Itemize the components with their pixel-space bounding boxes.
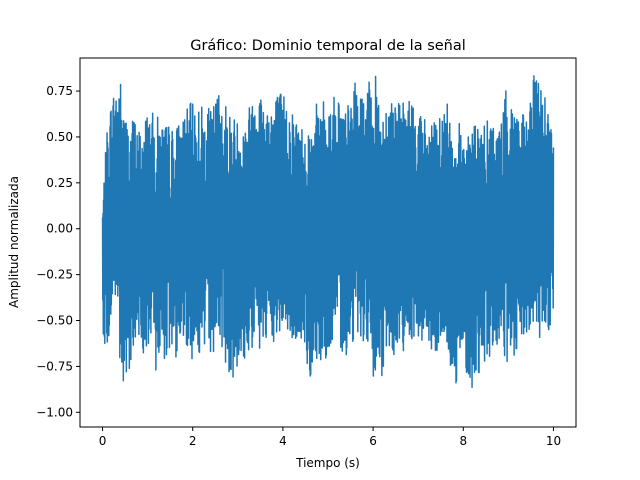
- y-tick-label: −0.75: [36, 359, 73, 373]
- plot-area: [101, 75, 555, 389]
- signal-line: [101, 75, 555, 389]
- y-axis: −1.00 −0.75 −0.50 −0.25 0.00 0.25 0.50 0.75: [36, 84, 80, 419]
- x-tick-label: 4: [279, 434, 287, 448]
- y-tick-label: −0.50: [36, 314, 73, 328]
- x-axis-label: Tiempo (s): [295, 456, 360, 470]
- x-tick-label: 6: [369, 434, 377, 448]
- y-tick-label: −1.00: [36, 405, 73, 419]
- axes-frame: [79, 57, 577, 428]
- y-tick-label: 0.25: [46, 176, 73, 190]
- x-axis: 0 2 4 6 8 10: [99, 427, 561, 448]
- x-tick-label: 0: [99, 434, 107, 448]
- y-tick-label: 0.50: [46, 130, 73, 144]
- x-tick-label: 10: [546, 434, 561, 448]
- y-tick-label: −0.25: [36, 268, 73, 282]
- y-tick-label: 0.75: [46, 84, 73, 98]
- y-tick-label: 0.00: [46, 222, 73, 236]
- x-tick-label: 8: [459, 434, 467, 448]
- x-tick-label: 2: [189, 434, 197, 448]
- y-axis-label: Amplitud normalizada: [7, 176, 21, 308]
- chart-title: Gráfico: Dominio temporal de la señal: [190, 38, 466, 54]
